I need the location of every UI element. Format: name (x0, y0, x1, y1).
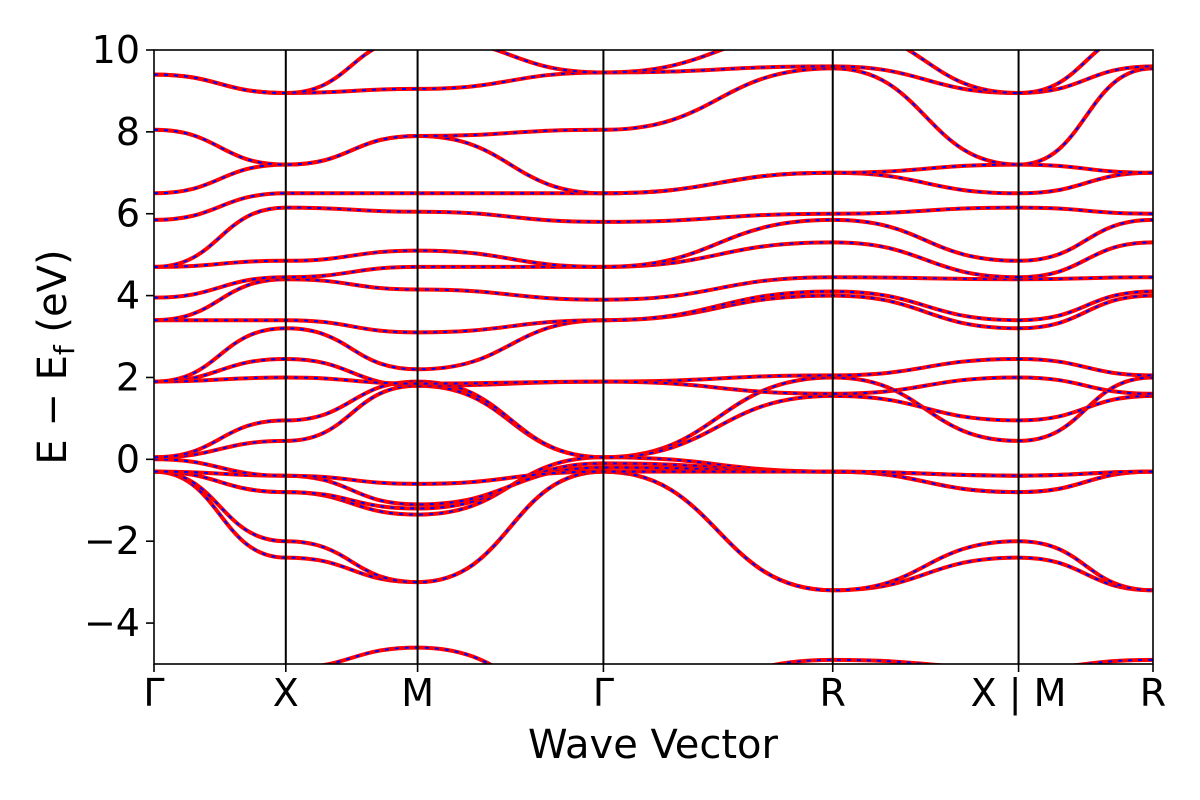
band-dashed-line-4 (154, 462, 1153, 510)
band-line-2 (154, 469, 1153, 593)
x-axis-ticks: Γ X M Γ R X | M R (143, 664, 1166, 716)
y-tick-label: 6 (116, 192, 140, 236)
x-tick-label: R (820, 671, 846, 715)
y-tick-label: −4 (84, 601, 140, 645)
y-tick-label: 4 (116, 274, 140, 318)
y-tick-label: 8 (116, 110, 140, 154)
y-tick-label: 0 (116, 437, 140, 481)
band-line-8 (154, 379, 1153, 460)
band-line-17 (154, 170, 1153, 222)
y-axis-ticks: −4 −2 0 2 4 6 8 10 (84, 28, 154, 645)
band-line-11 (154, 293, 1153, 384)
band-line-13 (154, 275, 1153, 323)
band-line-22 (317, 645, 1153, 664)
y-tick-label: 2 (116, 355, 140, 399)
x-tick-label: Γ (593, 671, 614, 715)
band-dashed-line-9 (154, 357, 1153, 387)
band-dashed-line-11 (154, 294, 1153, 383)
band-line-16 (154, 205, 1153, 269)
band-dashed-line-2 (154, 470, 1153, 592)
band-dashed-line-17 (154, 171, 1153, 221)
x-tick-label: X (273, 671, 299, 715)
band-dashed-line-19 (154, 67, 1153, 166)
y-axis-label: E − Ef (eV) (30, 249, 81, 464)
band-dashed-line-21 (154, 50, 1100, 95)
bands-layer (154, 50, 1153, 664)
x-axis-label: Wave Vector (528, 722, 779, 768)
band-dashed-line-16 (154, 206, 1153, 268)
kpoint-dividers (284, 50, 1020, 664)
x-tick-label: Γ (143, 671, 164, 715)
band-dashed-line-14 (154, 241, 1153, 299)
band-line-21 (154, 50, 1102, 96)
band-line-19 (154, 66, 1153, 167)
plot-frame (153, 49, 1154, 665)
band-dashed-line-8 (154, 380, 1153, 459)
y-tick-label: 10 (92, 28, 140, 72)
band-dashed-line-6 (154, 458, 1153, 485)
y-tick-label: −2 (84, 519, 140, 563)
band-line-1 (154, 469, 1153, 593)
band-line-14 (154, 240, 1153, 300)
x-tick-label: X | M (971, 671, 1067, 716)
band-dashed-line-1 (154, 470, 1153, 592)
x-tick-label: M (401, 671, 434, 715)
x-tick-label: R (1140, 671, 1166, 715)
